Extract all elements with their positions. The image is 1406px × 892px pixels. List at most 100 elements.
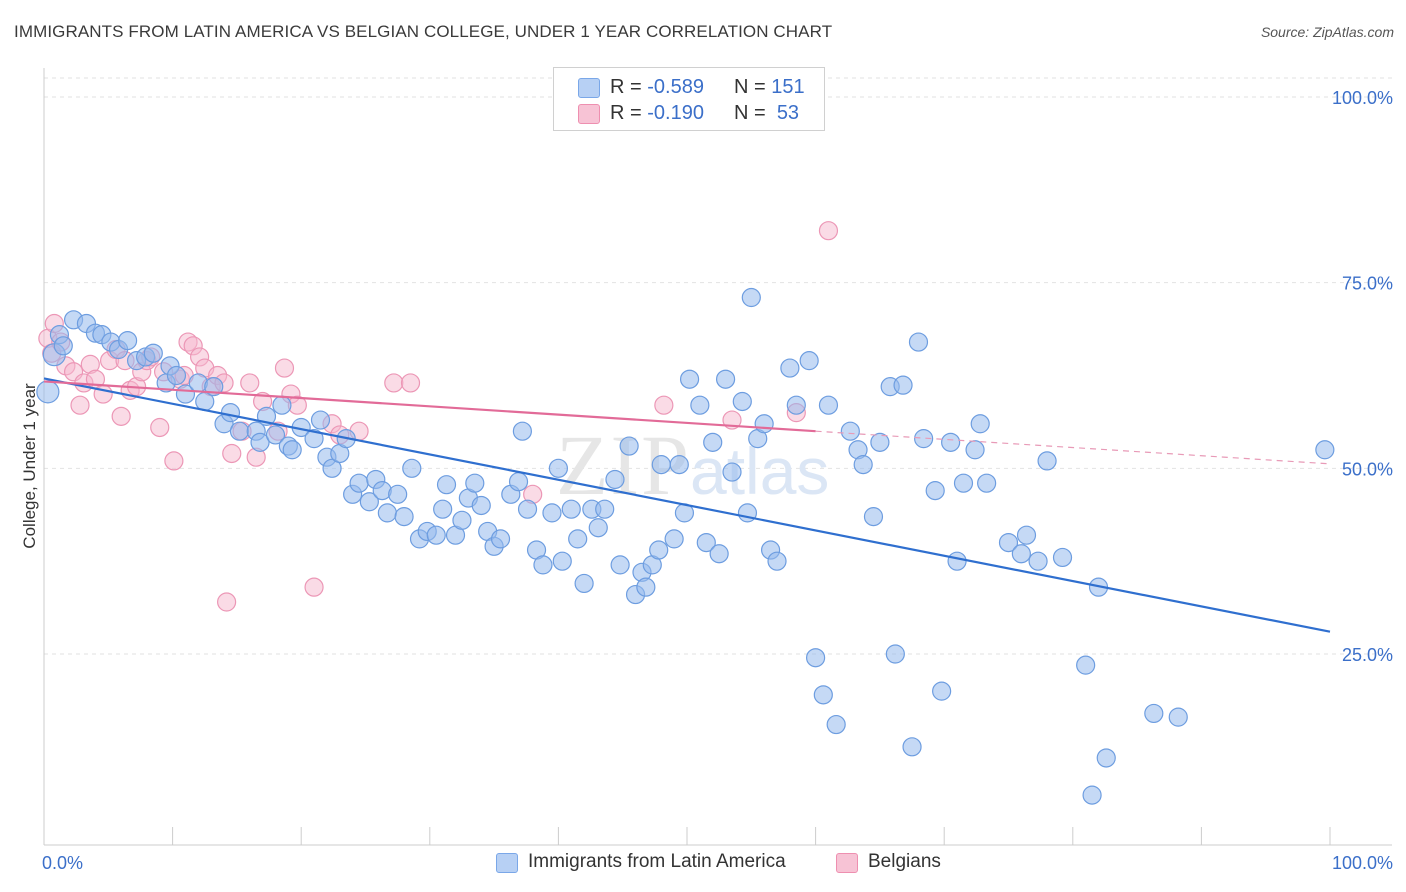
latin-america-point bbox=[1076, 655, 1096, 675]
source-label: Source: ZipAtlas.com bbox=[1260, 24, 1394, 40]
n-value-latin-america: 151 bbox=[771, 76, 805, 98]
latin-america-point bbox=[36, 380, 60, 404]
latin-america-point bbox=[229, 421, 250, 441]
n-label: N = bbox=[734, 102, 766, 124]
latin-america-point bbox=[53, 336, 73, 356]
latin-america-point bbox=[452, 510, 472, 530]
latin-america-point bbox=[265, 425, 286, 445]
latin-america-point bbox=[636, 577, 656, 597]
latin-america-point bbox=[853, 455, 873, 475]
latin-america-point bbox=[310, 410, 331, 430]
belgians-point bbox=[164, 451, 184, 471]
latin-america-point bbox=[1082, 785, 1102, 805]
latin-america-point bbox=[605, 469, 625, 490]
latin-america-point bbox=[885, 644, 905, 664]
latin-america-point bbox=[377, 503, 397, 523]
latin-america-point bbox=[840, 421, 860, 441]
latin-america-point bbox=[732, 391, 752, 412]
latin-america-point bbox=[508, 472, 529, 492]
y-tick-label: 75.0% bbox=[1342, 274, 1393, 294]
latin-america-point bbox=[932, 681, 952, 701]
latin-america-point bbox=[703, 432, 723, 452]
latin-america-point bbox=[1144, 703, 1164, 724]
belgians-point bbox=[304, 577, 324, 597]
latin-america-point bbox=[282, 440, 302, 460]
legend-swatch-blue bbox=[578, 78, 600, 98]
legend-swatch-pink bbox=[578, 104, 600, 124]
belgians-point bbox=[240, 373, 260, 393]
r-value-belgians: -0.190 bbox=[647, 102, 704, 124]
latin-america-point bbox=[925, 481, 945, 501]
latin-america-point bbox=[610, 555, 630, 575]
latin-america-point bbox=[1052, 547, 1073, 568]
latin-america-point bbox=[696, 532, 716, 553]
belgians-point bbox=[222, 443, 242, 464]
latin-america-point bbox=[741, 287, 761, 308]
y-axis-label: College, Under 1 year bbox=[20, 383, 39, 549]
x-tick-label: 0.0% bbox=[42, 853, 83, 873]
latin-america-point bbox=[359, 492, 379, 512]
belgians-point bbox=[400, 373, 421, 393]
latin-america-point bbox=[349, 473, 369, 493]
latin-america-point bbox=[786, 395, 806, 415]
grid-lines bbox=[44, 77, 1392, 655]
latin-america-point bbox=[250, 432, 270, 452]
latin-america-point bbox=[465, 473, 485, 493]
latin-america-point bbox=[970, 414, 990, 434]
belgians-point bbox=[384, 373, 404, 393]
latin-america-point bbox=[394, 507, 414, 527]
watermark: ZIP atlas bbox=[556, 417, 829, 513]
latin-america-point bbox=[512, 421, 532, 441]
latin-america-point bbox=[388, 484, 408, 504]
n-value-belgians: 53 bbox=[776, 102, 800, 124]
latin-america-point bbox=[574, 573, 594, 594]
chart-title: IMMIGRANTS FROM LATIN AMERICA VS BELGIAN… bbox=[14, 22, 833, 41]
latin-america-point bbox=[1096, 748, 1116, 768]
latin-america-point bbox=[651, 455, 671, 475]
latin-america-point bbox=[767, 551, 787, 571]
x-tick-label: 100.0% bbox=[1332, 853, 1393, 873]
latin-america-point bbox=[947, 551, 967, 571]
latin-america-point bbox=[433, 499, 453, 519]
axes bbox=[43, 68, 1392, 846]
bottom-legend-swatch-pink bbox=[836, 853, 858, 873]
latin-america-point bbox=[1168, 707, 1188, 727]
latin-america-point bbox=[977, 473, 997, 493]
y-tick-label: 50.0% bbox=[1342, 459, 1393, 479]
y-tick-label: 100.0% bbox=[1332, 88, 1393, 108]
latin-america-point bbox=[402, 458, 422, 478]
latin-america-point bbox=[715, 369, 736, 389]
belgians-point bbox=[654, 395, 674, 415]
latin-america-point bbox=[709, 544, 729, 564]
latin-america-point bbox=[1037, 451, 1057, 471]
latin-america-point bbox=[272, 395, 292, 415]
latin-america-point bbox=[893, 375, 913, 395]
latin-america-point bbox=[780, 358, 800, 378]
y-tick-label: 25.0% bbox=[1342, 645, 1393, 665]
latin-america-point bbox=[1028, 551, 1048, 571]
trendline-belgians-extension bbox=[815, 430, 1331, 465]
latin-america-point bbox=[1315, 440, 1335, 460]
tick-labels: 25.0% 50.0% 75.0% 100.0% 0.0% 100.0% bbox=[42, 88, 1393, 873]
latin-america-point bbox=[649, 540, 669, 560]
latin-america-point bbox=[490, 529, 511, 549]
latin-america-point bbox=[117, 330, 138, 351]
trend-lines bbox=[43, 377, 1331, 633]
latin-america-point bbox=[304, 429, 324, 449]
latin-america-point bbox=[426, 525, 446, 545]
latin-america-point bbox=[813, 685, 833, 705]
latin-america-point bbox=[619, 436, 639, 456]
latin-america-point bbox=[818, 395, 839, 415]
latin-america-point bbox=[548, 458, 569, 478]
r-label: R = bbox=[610, 76, 642, 98]
latin-america-point bbox=[588, 518, 608, 538]
latin-america-point bbox=[595, 499, 615, 519]
latin-america-point bbox=[826, 714, 846, 735]
latin-america-point bbox=[863, 507, 884, 527]
latin-america-point bbox=[754, 414, 774, 434]
latin-america-point bbox=[669, 455, 689, 475]
latin-america-point bbox=[805, 648, 826, 668]
latin-america-point bbox=[561, 499, 581, 519]
latin-america-point bbox=[533, 555, 553, 575]
